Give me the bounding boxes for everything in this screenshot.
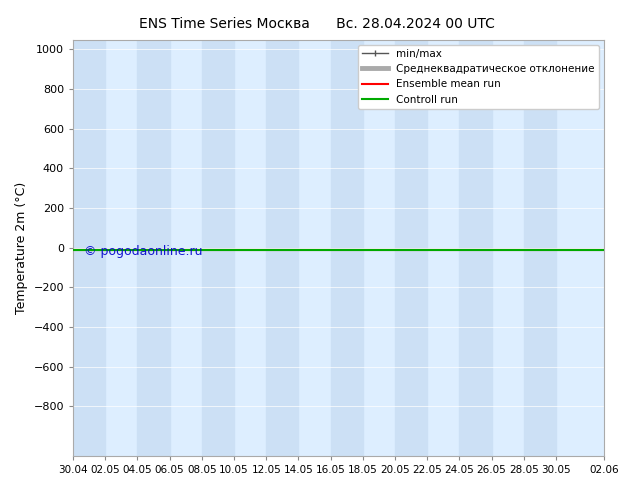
- Bar: [138, 40, 170, 456]
- Text: ENS Time Series Москва      Вс. 28.04.2024 00 UTC: ENS Time Series Москва Вс. 28.04.2024 00…: [139, 17, 495, 31]
- Bar: [395, 40, 427, 456]
- Bar: [266, 40, 299, 456]
- Bar: [460, 40, 491, 456]
- Bar: [524, 40, 556, 456]
- Y-axis label: Temperature 2m (°C): Temperature 2m (°C): [15, 182, 28, 314]
- Text: © pogodaonline.ru: © pogodaonline.ru: [84, 245, 202, 258]
- Bar: [202, 40, 234, 456]
- Bar: [330, 40, 363, 456]
- Legend: min/max, Среднеквадратическое отклонение, Ensemble mean run, Controll run: min/max, Среднеквадратическое отклонение…: [358, 45, 599, 109]
- Bar: [73, 40, 105, 456]
